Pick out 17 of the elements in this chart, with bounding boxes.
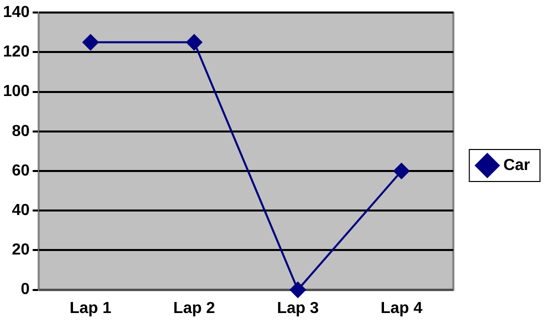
point — [186, 34, 202, 50]
y-tick-label: 20 — [12, 242, 30, 259]
x-tick-label: Lap 4 — [380, 300, 422, 317]
y-tick-label: 140 — [2, 4, 30, 22]
y-tick-label: 40 — [12, 202, 30, 220]
y-tick-label: 0 — [20, 281, 30, 298]
x-tick-label: Lap 2 — [173, 300, 216, 317]
y-tick-label: 60 — [12, 162, 30, 180]
x-tick-label: Lap 3 — [276, 300, 319, 317]
point — [393, 163, 410, 179]
y-tick-label: 120 — [2, 44, 30, 61]
point — [82, 34, 99, 50]
point — [290, 282, 306, 298]
y-tick-label: 80 — [12, 122, 30, 140]
x-tick-label: Lap 1 — [70, 300, 112, 317]
y-tick-label: 100 — [2, 83, 30, 100]
legend-label: Car — [503, 156, 530, 174]
